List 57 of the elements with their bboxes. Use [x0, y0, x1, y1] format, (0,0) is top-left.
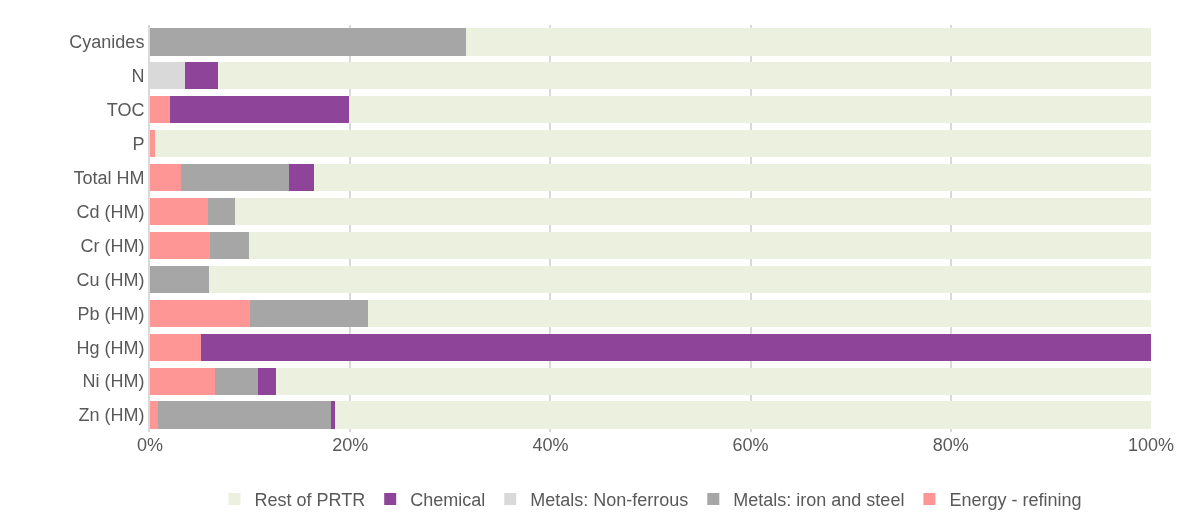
bar [335, 401, 1151, 429]
y-tick-label: Cu (HM) [76, 269, 145, 290]
bar [170, 96, 350, 124]
bar [150, 367, 216, 395]
legend-label: Energy - refining [949, 490, 1082, 511]
bar [466, 28, 1151, 56]
y-tick-label: Hg (HM) [76, 337, 145, 358]
y-tick-label: TOC [106, 100, 145, 121]
y-tick-label: Cyanides [69, 32, 145, 53]
bar [209, 265, 1151, 293]
bar [331, 401, 336, 429]
bar [235, 197, 1151, 226]
y-tick-label: Zn (HM) [78, 405, 145, 426]
bar [150, 401, 159, 429]
x-tick-label: 100% [1127, 435, 1175, 455]
bar [349, 96, 1151, 124]
bar [155, 130, 1151, 158]
bar [215, 367, 259, 395]
bar [185, 62, 219, 90]
y-tick-label: P [132, 134, 145, 155]
bar [258, 367, 277, 395]
y-tick-label: Ni (HM) [82, 371, 145, 392]
y-tick-label: Total HM [73, 167, 145, 188]
legend-label: Metals: iron and steel [733, 490, 905, 511]
bar [276, 367, 1151, 395]
x-tick-label: 40% [532, 435, 569, 455]
bar [150, 96, 171, 124]
x-tick-label: 20% [332, 435, 369, 455]
x-tick-label: 80% [932, 435, 969, 455]
bar [250, 299, 369, 327]
bar [210, 231, 250, 260]
y-tick-label: N [131, 66, 145, 87]
bar [314, 164, 1151, 192]
bar [289, 164, 315, 192]
bar [150, 231, 211, 260]
bar [218, 62, 1151, 90]
bar [208, 197, 236, 226]
bar [150, 130, 156, 158]
legend-label: Rest of PRTR [254, 490, 366, 511]
bar [150, 28, 467, 56]
x-tick-label: 60% [732, 435, 769, 455]
bar [150, 333, 202, 361]
bar [150, 197, 209, 226]
y-tick-label: Pb (HM) [77, 303, 145, 324]
bar [150, 265, 210, 293]
bar [150, 299, 251, 327]
bar [158, 401, 332, 429]
y-tick-label: Cd (HM) [76, 201, 145, 222]
bar [249, 231, 1151, 260]
bar [181, 164, 290, 192]
bar [150, 164, 182, 192]
legend-label: Metals: Non-ferrous [530, 490, 689, 511]
bar [368, 299, 1151, 327]
x-tick-label: 0% [136, 435, 164, 455]
y-tick-label: Cr (HM) [80, 235, 145, 256]
legend-label: Chemical [410, 490, 486, 511]
bar [201, 333, 1151, 361]
